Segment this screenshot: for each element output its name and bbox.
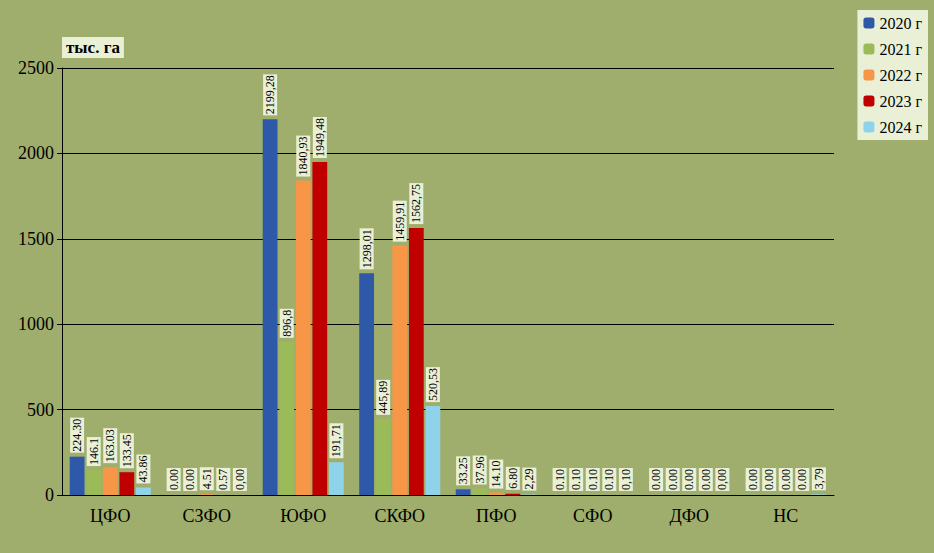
svg-text:191,71: 191,71 — [329, 424, 343, 457]
svg-text:0.10: 0.10 — [586, 469, 600, 490]
svg-text:163.03: 163.03 — [103, 429, 117, 462]
svg-text:133.45: 133.45 — [120, 434, 134, 467]
svg-text:0.00: 0.00 — [682, 469, 696, 490]
svg-text:33.25: 33.25 — [456, 457, 470, 484]
svg-text:тыс. га: тыс. га — [66, 38, 120, 57]
svg-text:1840,93: 1840,93 — [296, 137, 310, 176]
svg-text:ЦФО: ЦФО — [90, 506, 130, 526]
svg-text:224.30: 224.30 — [70, 419, 84, 452]
svg-text:2022 г: 2022 г — [879, 67, 922, 84]
svg-text:445,89: 445,89 — [376, 381, 390, 414]
svg-text:0,10: 0,10 — [619, 469, 633, 490]
svg-text:0.00: 0.00 — [762, 469, 776, 490]
svg-text:2024 г: 2024 г — [879, 119, 922, 136]
svg-text:2023 г: 2023 г — [879, 93, 922, 110]
svg-text:0.00: 0.00 — [699, 469, 713, 490]
svg-text:2500: 2500 — [18, 58, 54, 78]
svg-text:2,29: 2,29 — [522, 469, 536, 490]
svg-text:0.00: 0.00 — [795, 469, 809, 490]
svg-text:НС: НС — [773, 506, 798, 526]
svg-text:0.00: 0.00 — [183, 469, 197, 490]
svg-text:ДФО: ДФО — [669, 506, 709, 526]
svg-text:0.10: 0.10 — [553, 469, 567, 490]
svg-text:1500: 1500 — [18, 229, 54, 249]
svg-text:0.00: 0.00 — [746, 469, 760, 490]
svg-text:0.00: 0.00 — [167, 469, 181, 490]
svg-text:СКФО: СКФО — [374, 506, 425, 526]
svg-text:1562,75: 1562,75 — [409, 184, 423, 223]
svg-text:0.00: 0.00 — [779, 469, 793, 490]
svg-text:6.80: 6.80 — [506, 468, 520, 489]
svg-text:2021 г: 2021 г — [879, 41, 922, 58]
svg-text:0.00: 0.00 — [666, 469, 680, 490]
svg-text:14.10: 14.10 — [489, 461, 503, 488]
svg-text:2020 г: 2020 г — [879, 15, 922, 32]
svg-text:СЗФО: СЗФО — [183, 506, 231, 526]
svg-text:2199,28: 2199,28 — [263, 75, 277, 114]
svg-text:0,00: 0,00 — [715, 469, 729, 490]
svg-text:500: 500 — [27, 400, 54, 420]
svg-text:1000: 1000 — [18, 314, 54, 334]
svg-text:0: 0 — [45, 485, 54, 505]
svg-text:0.57: 0.57 — [216, 469, 230, 490]
svg-text:0.00: 0.00 — [649, 469, 663, 490]
svg-text:СФО: СФО — [573, 506, 612, 526]
svg-text:ПФО: ПФО — [476, 506, 516, 526]
svg-text:896,8: 896,8 — [280, 310, 294, 337]
svg-text:0.10: 0.10 — [569, 469, 583, 490]
svg-text:1459,91: 1459,91 — [393, 202, 407, 241]
svg-text:4.51: 4.51 — [200, 468, 214, 489]
svg-text:520,53: 520,53 — [426, 368, 440, 401]
svg-text:1949,48: 1949,48 — [313, 118, 327, 157]
svg-text:146.1: 146.1 — [87, 438, 101, 465]
svg-text:37.96: 37.96 — [473, 457, 487, 484]
svg-text:0.10: 0.10 — [602, 469, 616, 490]
svg-text:2000: 2000 — [18, 143, 54, 163]
svg-text:1298,01: 1298,01 — [360, 229, 374, 268]
svg-text:ЮФО: ЮФО — [280, 506, 326, 526]
svg-text:43.86: 43.86 — [136, 456, 150, 483]
svg-text:0,00: 0,00 — [233, 469, 247, 490]
svg-text:3,79: 3,79 — [812, 468, 826, 489]
